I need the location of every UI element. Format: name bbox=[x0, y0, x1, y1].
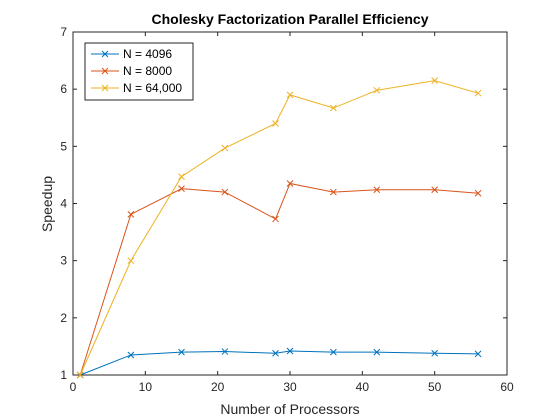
data-point-marker bbox=[431, 77, 439, 84]
data-point-marker bbox=[178, 185, 185, 192]
y-tick-label: 1 bbox=[60, 368, 67, 382]
y-tick-label: 5 bbox=[60, 139, 67, 153]
series-line bbox=[79, 80, 479, 376]
data-point-marker bbox=[221, 144, 229, 152]
series-line bbox=[80, 350, 479, 376]
legend-marker bbox=[101, 67, 109, 75]
series-3 bbox=[76, 77, 482, 379]
data-point-marker bbox=[330, 348, 337, 356]
x-tick-label: 20 bbox=[211, 380, 225, 394]
x-tick-label: 50 bbox=[428, 380, 442, 394]
y-tick-label: 3 bbox=[60, 254, 67, 268]
data-point-marker bbox=[431, 349, 439, 357]
x-tick-label: 60 bbox=[500, 380, 514, 394]
legend-label: N = 4096 bbox=[123, 47, 172, 61]
data-point-marker bbox=[373, 86, 381, 94]
legend-marker bbox=[101, 84, 109, 92]
data-point-marker bbox=[474, 89, 482, 97]
data-point-marker bbox=[127, 211, 135, 218]
data-point-marker bbox=[221, 348, 229, 355]
data-point-marker bbox=[127, 257, 135, 265]
chart-title: Cholesky Factorization Parallel Efficien… bbox=[152, 11, 429, 27]
data-point-marker bbox=[272, 215, 279, 223]
x-tick-label: 30 bbox=[283, 380, 297, 394]
data-point-marker bbox=[474, 189, 482, 197]
data-point-marker bbox=[178, 348, 185, 356]
series-2 bbox=[76, 180, 482, 379]
series-line bbox=[79, 182, 479, 376]
data-point-marker bbox=[330, 188, 337, 196]
data-point-marker bbox=[127, 351, 135, 359]
data-point-marker bbox=[221, 188, 229, 196]
data-point-marker bbox=[373, 186, 381, 194]
legend-label: N = 8000 bbox=[123, 64, 172, 78]
data-point-marker bbox=[474, 350, 482, 358]
y-tick-label: 4 bbox=[60, 197, 67, 211]
data-point-marker bbox=[330, 104, 337, 112]
x-tick-label: 0 bbox=[70, 380, 77, 394]
x-tick-label: 40 bbox=[356, 380, 370, 394]
data-point-marker bbox=[286, 180, 294, 187]
data-point-marker bbox=[178, 173, 185, 180]
legend-marker bbox=[101, 50, 109, 58]
data-point-marker bbox=[272, 349, 279, 357]
data-point-marker bbox=[286, 91, 294, 99]
y-tick-label: 7 bbox=[60, 25, 67, 39]
y-axis-label: Speedup bbox=[39, 176, 55, 232]
legend: N = 4096 N = 8000 N = 64,000 bbox=[84, 42, 194, 101]
x-axis-label: Number of Processors bbox=[220, 401, 359, 417]
legend-label: N = 64,000 bbox=[123, 81, 182, 95]
y-tick-label: 2 bbox=[60, 311, 67, 325]
series-1 bbox=[76, 347, 482, 379]
x-tick-label: 10 bbox=[139, 380, 153, 394]
data-point-marker bbox=[272, 120, 279, 127]
y-tick-label: 6 bbox=[60, 82, 67, 96]
data-point-marker bbox=[286, 347, 294, 355]
data-point-marker bbox=[373, 348, 381, 356]
data-point-marker bbox=[76, 371, 84, 379]
data-point-marker bbox=[431, 186, 439, 194]
